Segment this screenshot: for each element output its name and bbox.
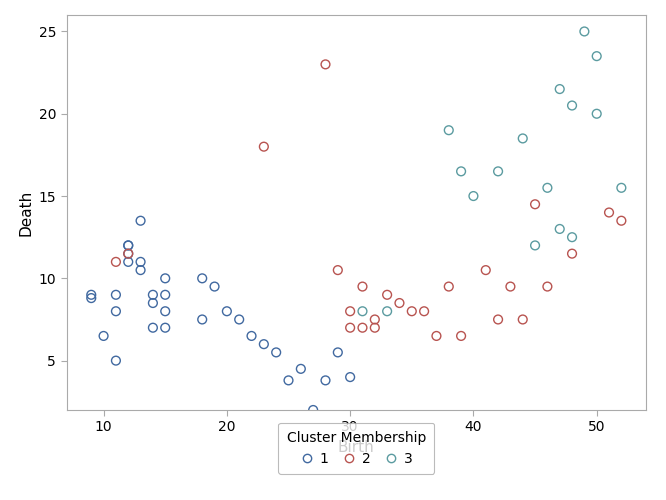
Point [86, 294, 97, 302]
Point [148, 299, 159, 307]
Legend: 1, 2, 3: 1, 2, 3 [278, 422, 434, 474]
Point [456, 168, 466, 175]
Point [591, 110, 602, 118]
Point [345, 307, 356, 316]
Point [160, 274, 170, 282]
Point [86, 291, 97, 299]
Point [493, 316, 503, 324]
Point [394, 299, 405, 307]
Point [160, 291, 170, 299]
Point [308, 406, 318, 414]
Point [567, 250, 577, 258]
Point [370, 324, 380, 332]
Point [123, 250, 134, 258]
Point [444, 282, 454, 290]
Point [197, 316, 208, 324]
Point [616, 184, 627, 192]
Point [406, 307, 417, 316]
Point [382, 307, 392, 316]
Point [123, 250, 134, 258]
Point [111, 307, 121, 316]
Point [320, 376, 331, 384]
Point [554, 225, 565, 233]
Point [345, 324, 356, 332]
Point [542, 184, 553, 192]
Point [283, 376, 294, 384]
Point [505, 282, 515, 290]
Point [296, 365, 306, 373]
Point [148, 324, 159, 332]
Point [135, 266, 146, 274]
Point [123, 242, 134, 250]
Point [357, 307, 368, 316]
Point [258, 340, 269, 348]
Point [591, 52, 602, 60]
Point [603, 208, 614, 216]
Point [529, 242, 540, 250]
Point [357, 282, 368, 290]
Point [197, 274, 208, 282]
Point [258, 142, 269, 150]
Point [135, 258, 146, 266]
Point [370, 316, 380, 324]
Point [160, 324, 170, 332]
Point [135, 216, 146, 224]
Point [480, 266, 491, 274]
Point [468, 192, 479, 200]
Point [111, 258, 121, 266]
Point [111, 356, 121, 364]
Point [444, 126, 454, 134]
Point [111, 291, 121, 299]
Point [209, 282, 220, 290]
Point [320, 60, 331, 68]
Point [616, 216, 627, 224]
Point [246, 332, 257, 340]
Point [332, 348, 343, 356]
Point [148, 291, 159, 299]
Point [579, 28, 589, 36]
Point [431, 332, 442, 340]
Point [554, 85, 565, 93]
Point [529, 200, 540, 208]
Point [357, 324, 368, 332]
Point [456, 332, 466, 340]
Point [160, 307, 170, 316]
Point [419, 307, 430, 316]
Point [382, 291, 392, 299]
Point [517, 316, 528, 324]
Point [99, 332, 109, 340]
Point [542, 282, 553, 290]
X-axis label: Birth: Birth [338, 440, 375, 455]
Point [234, 316, 244, 324]
Point [493, 168, 503, 175]
Point [517, 134, 528, 142]
Point [567, 102, 577, 110]
Point [123, 242, 134, 250]
Point [332, 266, 343, 274]
Point [123, 258, 134, 266]
Point [222, 307, 232, 316]
Point [271, 348, 282, 356]
Point [567, 233, 577, 241]
Point [345, 373, 356, 381]
Y-axis label: Death: Death [18, 190, 33, 236]
